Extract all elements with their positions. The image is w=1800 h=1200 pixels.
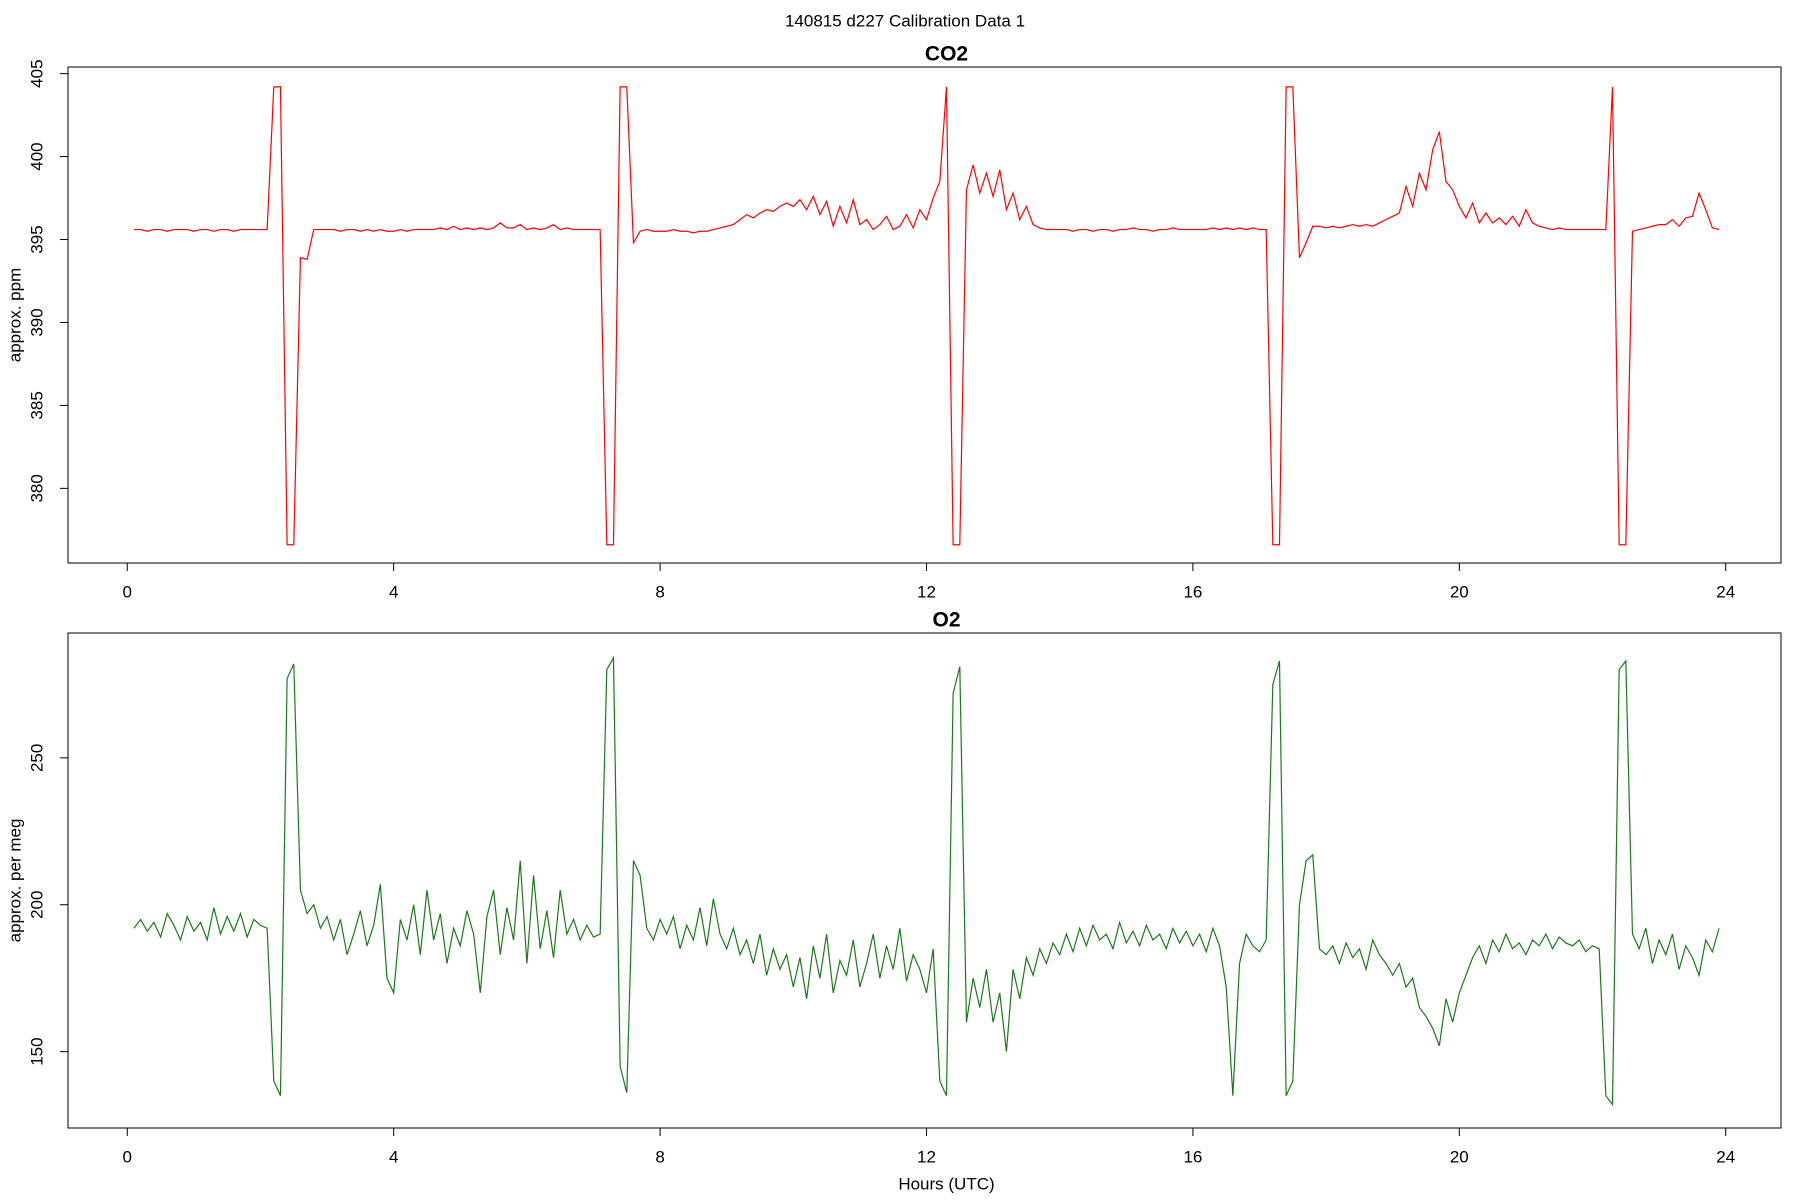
y-axis-label: approx. per meg: [5, 819, 24, 943]
y-tick-label: 150: [27, 1037, 46, 1065]
data-line: [133, 86, 1720, 546]
panel-title: O2: [932, 609, 960, 632]
x-tick-label: 12: [917, 1147, 936, 1166]
y-tick-label: 250: [27, 744, 46, 772]
x-tick-label: 24: [1716, 582, 1735, 601]
x-tick-label: 20: [1450, 1147, 1469, 1166]
y-tick-label: 380: [27, 474, 46, 502]
page-title: 140815 d227 Calibration Data 1: [785, 11, 1025, 30]
x-tick-label: 8: [655, 1147, 664, 1166]
y-axis-label: approx. ppm: [5, 268, 24, 363]
y-tick-label: 200: [27, 891, 46, 919]
data-line: [133, 655, 1720, 1107]
x-tick-label: 4: [389, 1147, 398, 1166]
x-tick-label: 8: [655, 582, 664, 601]
y-tick-label: 405: [27, 59, 46, 87]
x-tick-label: 0: [123, 582, 132, 601]
x-tick-label: 24: [1716, 1147, 1735, 1166]
x-tick-label: 4: [389, 582, 398, 601]
x-axis-label: Hours (UTC): [898, 1174, 994, 1193]
y-tick-label: 395: [27, 225, 46, 253]
x-tick-label: 16: [1183, 1147, 1202, 1166]
y-tick-label: 385: [27, 391, 46, 419]
x-tick-label: 12: [917, 582, 936, 601]
plot-frame: [67, 66, 1782, 564]
y-tick-label: 390: [27, 308, 46, 336]
panel-title: CO2: [925, 43, 968, 66]
x-tick-label: 16: [1183, 582, 1202, 601]
plot-frame: [67, 632, 1782, 1129]
x-tick-label: 0: [123, 1147, 132, 1166]
y-tick-label: 400: [27, 142, 46, 170]
x-tick-label: 20: [1450, 582, 1469, 601]
